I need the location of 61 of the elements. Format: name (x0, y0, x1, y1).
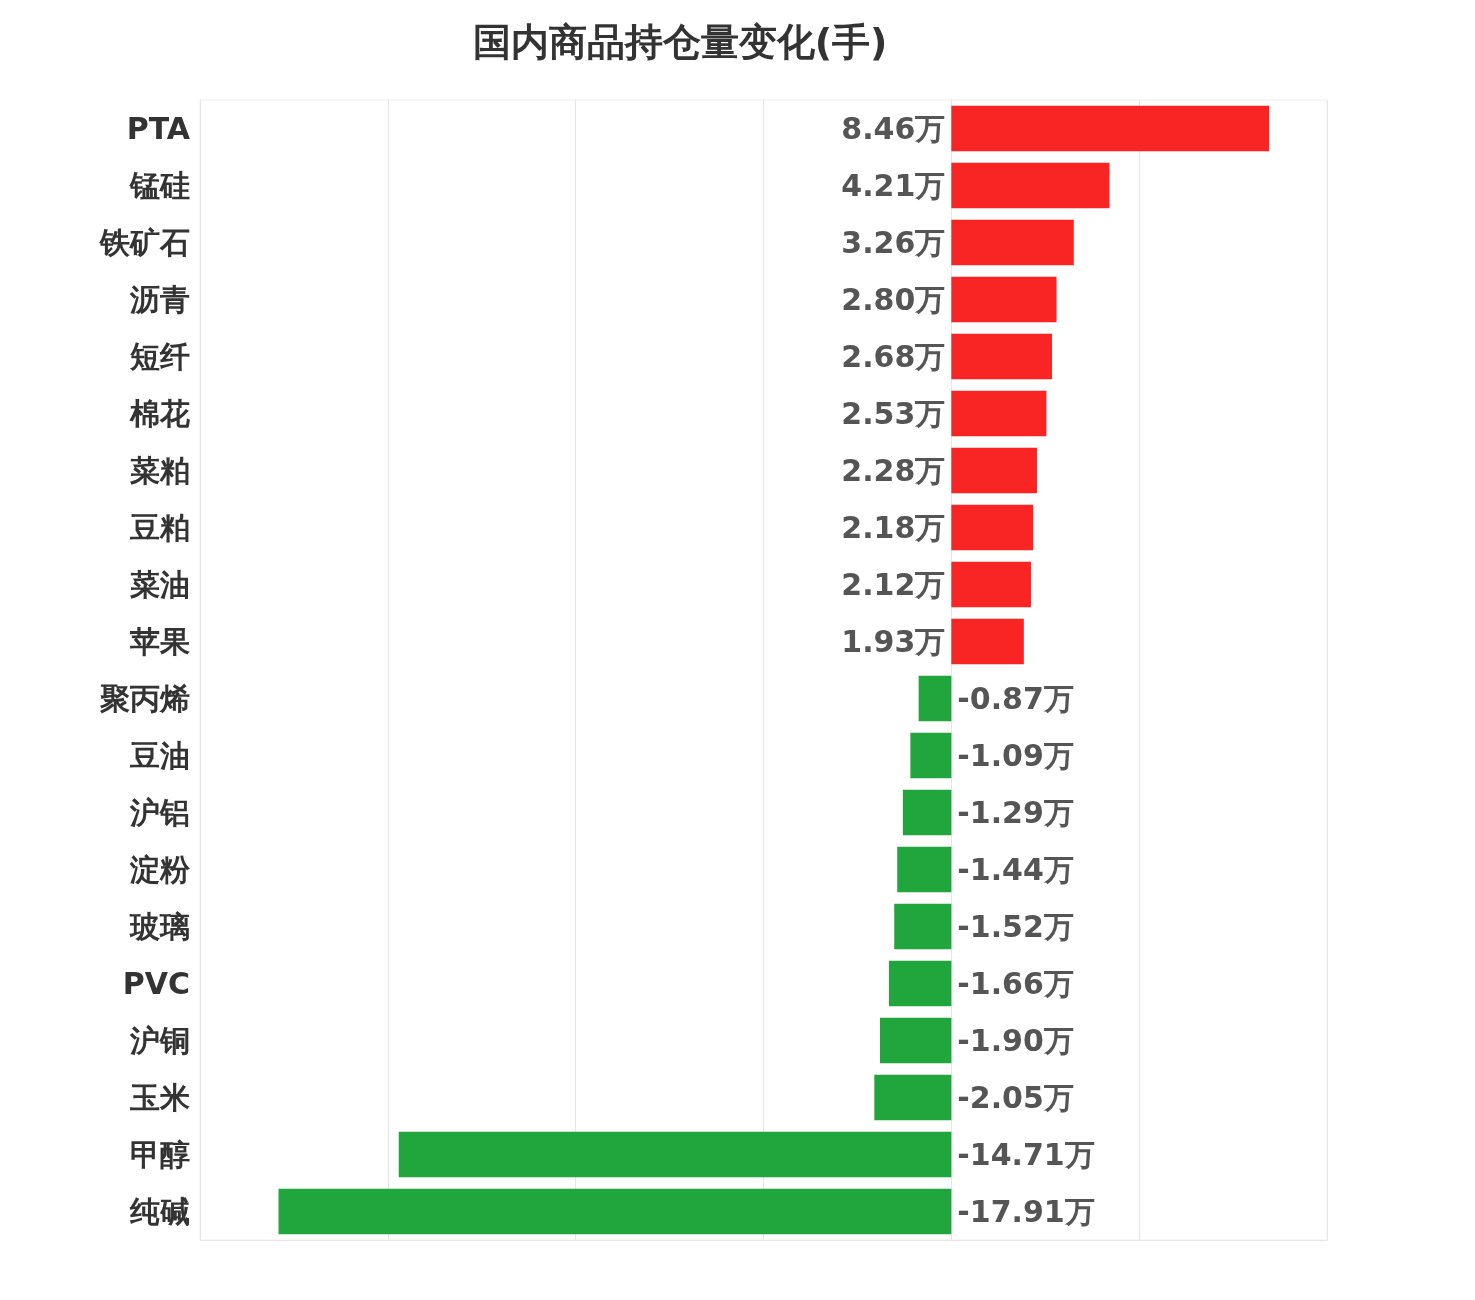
bar (879, 1017, 952, 1064)
data-label: 2.53万 (841, 396, 946, 431)
data-label: 2.80万 (841, 282, 946, 317)
chart-title: 国内商品持仓量变化(手) (472, 20, 888, 64)
y-tick-label: 短纤 (129, 339, 190, 374)
bar (398, 1131, 952, 1178)
y-tick-label: 苹果 (129, 624, 190, 659)
y-tick-label: 菜粕 (129, 453, 190, 488)
y-tick-label: 菜油 (129, 567, 190, 602)
data-label: -14.71万 (957, 1137, 1095, 1172)
y-tick-label: 沪铝 (129, 795, 190, 830)
y-tick-label: PTA (126, 111, 191, 146)
y-tick-label: 玉米 (129, 1080, 190, 1115)
data-label: 3.26万 (841, 225, 946, 260)
bar (951, 276, 1057, 323)
y-tick-label: 纯碱 (129, 1194, 190, 1229)
data-label: -1.29万 (957, 795, 1074, 830)
bar (951, 105, 1270, 152)
bar (902, 789, 952, 836)
y-tick-label: 锰硅 (129, 168, 190, 203)
y-tick-label: 甲醇 (130, 1137, 190, 1172)
data-label: -1.66万 (957, 966, 1074, 1001)
data-label: 4.21万 (841, 168, 946, 203)
bar (951, 333, 1053, 380)
bar (951, 447, 1037, 494)
bar (951, 618, 1024, 665)
y-tick-label: 玻璃 (129, 909, 190, 944)
bar (951, 390, 1047, 437)
bar (951, 219, 1074, 266)
bar (951, 561, 1031, 608)
data-label: 1.93万 (841, 624, 946, 659)
data-label: -1.44万 (957, 852, 1074, 887)
data-label: -1.90万 (957, 1023, 1074, 1058)
y-tick-label: 聚丙烯 (99, 681, 190, 716)
bar (918, 675, 952, 722)
data-label: 8.46万 (841, 111, 946, 146)
data-label: -17.91万 (957, 1194, 1095, 1229)
bar (897, 846, 952, 893)
data-label: 2.68万 (841, 339, 946, 374)
bar (951, 162, 1110, 209)
y-tick-label: 豆油 (129, 738, 190, 773)
data-label: -2.05万 (957, 1080, 1074, 1115)
y-tick-label: 淀粉 (129, 852, 191, 887)
data-label: -0.87万 (957, 681, 1074, 716)
y-tick-label: 沪铜 (129, 1023, 190, 1058)
y-tick-label: 铁矿石 (99, 225, 190, 260)
bar (888, 960, 952, 1007)
data-label: 2.28万 (841, 453, 946, 488)
data-label: -1.52万 (957, 909, 1074, 944)
bar (894, 903, 952, 950)
bar (951, 504, 1034, 551)
bar (278, 1188, 952, 1235)
data-label: 2.12万 (841, 567, 946, 602)
y-tick-label: 沥青 (129, 282, 190, 317)
y-tick-label: PVC (122, 966, 190, 1001)
y-tick-label: 棉花 (129, 396, 190, 431)
bar (874, 1074, 952, 1121)
bar (910, 732, 952, 779)
data-label: -1.09万 (957, 738, 1074, 773)
data-label: 2.18万 (841, 510, 946, 545)
y-tick-label: 豆粕 (129, 510, 190, 545)
